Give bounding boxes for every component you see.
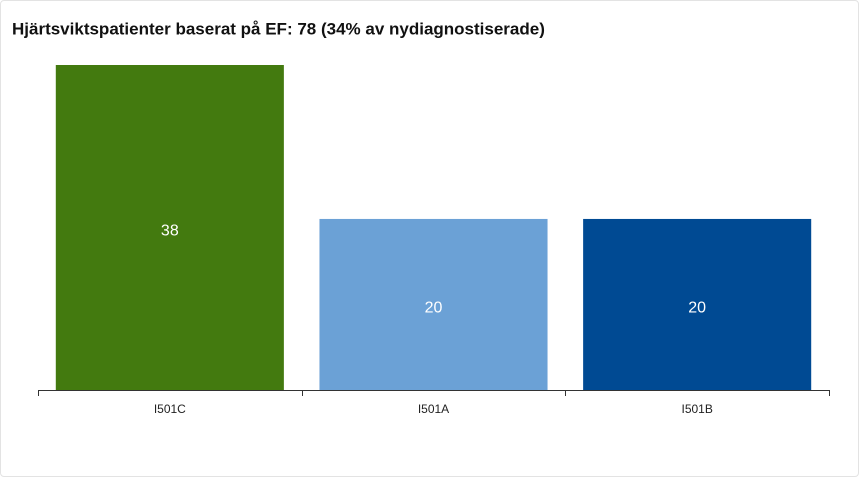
- x-tick-label: I501B: [681, 402, 712, 416]
- bar: [319, 218, 548, 390]
- x-tick-label: I501A: [418, 402, 449, 416]
- data-label: 38: [161, 223, 179, 240]
- data-label: 20: [688, 300, 706, 317]
- data-label: 20: [425, 300, 443, 317]
- bar: [583, 218, 812, 390]
- x-tick-label: I501C: [154, 402, 186, 416]
- chart-title: Hjärtsviktspatienter baserat på EF: 78 (…: [12, 19, 545, 38]
- bar: [55, 65, 284, 390]
